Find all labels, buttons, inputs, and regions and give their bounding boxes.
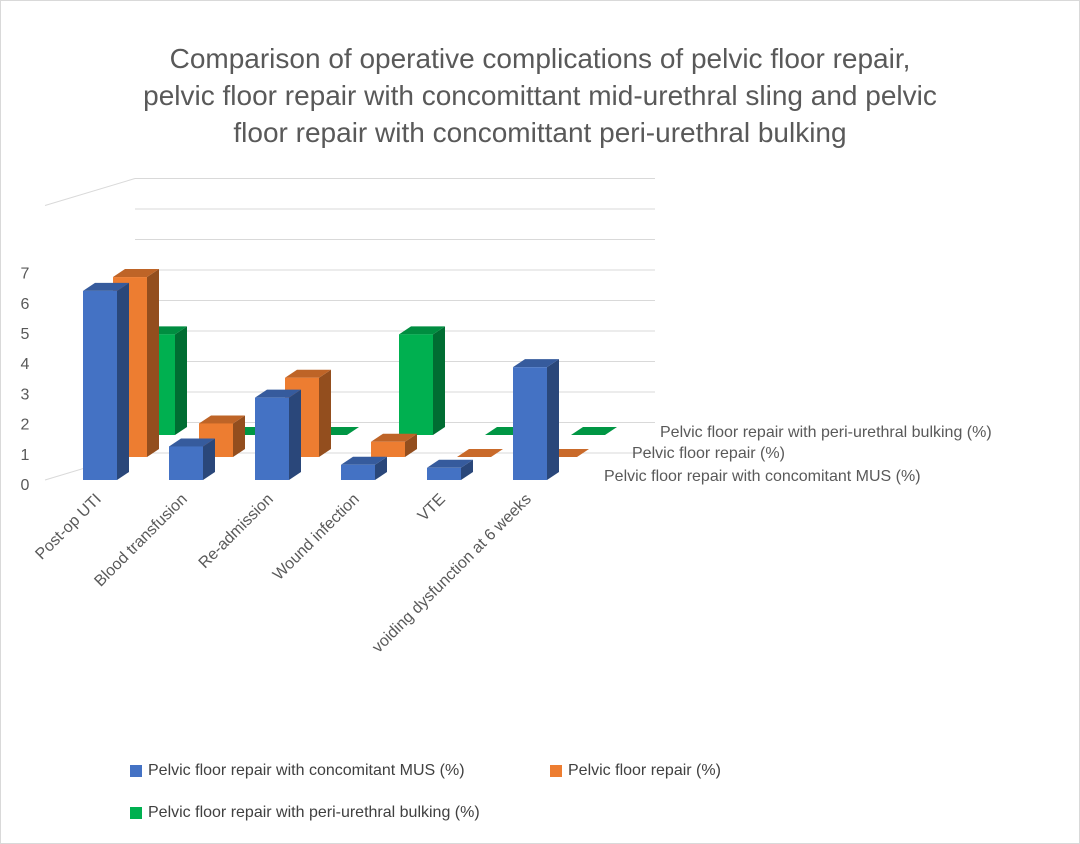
y-tick-label: 0	[21, 477, 30, 494]
y-tick-label: 1	[21, 447, 30, 464]
chart-title: Comparison of operative complications of…	[60, 40, 1020, 151]
legend-swatch-mus	[130, 765, 142, 777]
bar-side-face	[547, 359, 559, 480]
bar-side-face	[175, 326, 187, 435]
bar-zero-marker	[457, 449, 503, 457]
depth-series-label: Pelvic floor repair (%)	[632, 445, 785, 462]
bar-side-face	[117, 282, 129, 480]
bar-top-face	[285, 369, 331, 378]
bar-front-face	[513, 367, 547, 480]
bar-side-face	[289, 389, 301, 480]
bar-front-face	[399, 334, 433, 435]
bar-side-face	[147, 269, 159, 457]
bar-side-face	[461, 459, 473, 480]
bar-zero-marker	[571, 427, 617, 435]
x-category-label: voiding dysfunction at 6 weeks	[369, 491, 534, 656]
bar-top-face	[341, 456, 387, 465]
y-tick-label: 7	[21, 266, 30, 283]
bar-side-face	[405, 433, 417, 457]
legend-swatch-pfr	[550, 765, 562, 777]
bar-front-face	[341, 464, 375, 480]
bar-side-face	[375, 456, 387, 480]
bar-top-face	[255, 389, 301, 398]
x-category-label: Blood transfusion	[91, 491, 190, 590]
x-category-label: Wound infection	[270, 491, 363, 584]
bars	[83, 269, 617, 480]
bar	[571, 427, 617, 435]
chart-title-line-2: pelvic floor repair with concomittant mi…	[143, 80, 937, 111]
bar-top-face	[513, 359, 559, 368]
y-tick-label: 2	[21, 417, 30, 434]
bar	[457, 449, 503, 457]
bar-top-face	[371, 433, 417, 442]
bar-front-face	[255, 397, 289, 480]
bar-top-face	[113, 269, 159, 278]
bar	[169, 438, 215, 480]
bar	[427, 459, 473, 480]
bar-front-face	[427, 467, 461, 480]
bar-front-face	[83, 290, 117, 480]
legend-item-pfr: Pelvic floor repair (%)	[550, 762, 721, 780]
bar-top-face	[83, 282, 129, 291]
legend-label-mus: Pelvic floor repair with concomitant MUS…	[148, 762, 465, 779]
depth-series-label: Pelvic floor repair with peri-urethral b…	[660, 424, 992, 441]
legend-label-bulking: Pelvic floor repair with peri-urethral b…	[148, 804, 480, 821]
x-category-label: Post-op UTI	[32, 491, 104, 563]
legend-item-bulking: Pelvic floor repair with peri-urethral b…	[130, 804, 480, 822]
legend-swatch-bulking	[130, 807, 142, 819]
bar-top-face	[169, 438, 215, 447]
bar	[255, 389, 301, 480]
x-category-label: VTE	[415, 491, 449, 525]
bar	[399, 326, 445, 435]
bar-top-face	[427, 459, 473, 468]
y-tick-label: 4	[21, 356, 30, 373]
bar-front-face	[371, 441, 405, 457]
bar	[513, 359, 559, 480]
bar-side-face	[203, 438, 215, 480]
bar-side-face	[433, 326, 445, 435]
depth-axis-series-labels: Pelvic floor repair with concomitant MUS…	[604, 424, 992, 485]
legend-item-mus: Pelvic floor repair with concomitant MUS…	[130, 762, 465, 780]
bar	[371, 433, 417, 457]
y-axis-ticks: 0 1 2 3 4 5 6 7	[21, 266, 30, 494]
bar	[83, 282, 129, 480]
chart-title-line-1: Comparison of operative complications of…	[169, 43, 911, 74]
y-tick-label: 3	[21, 386, 30, 403]
side-wall-edge	[44, 178, 136, 206]
series-0-bars	[83, 282, 559, 480]
bar-top-face	[199, 415, 245, 424]
x-category-label: Re-admission	[196, 491, 277, 572]
bar-side-face	[319, 369, 331, 457]
bar-top-face	[399, 326, 445, 335]
depth-series-label: Pelvic floor repair with concomitant MUS…	[604, 468, 921, 485]
y-tick-label: 5	[21, 326, 30, 343]
bar	[341, 456, 387, 480]
bar-front-face	[169, 446, 203, 480]
legend-label-pfr: Pelvic floor repair (%)	[568, 762, 721, 779]
chart-title-line-3: floor repair with concomittant peri-uret…	[233, 117, 847, 148]
bar-side-face	[233, 415, 245, 457]
y-tick-label: 6	[21, 296, 30, 313]
